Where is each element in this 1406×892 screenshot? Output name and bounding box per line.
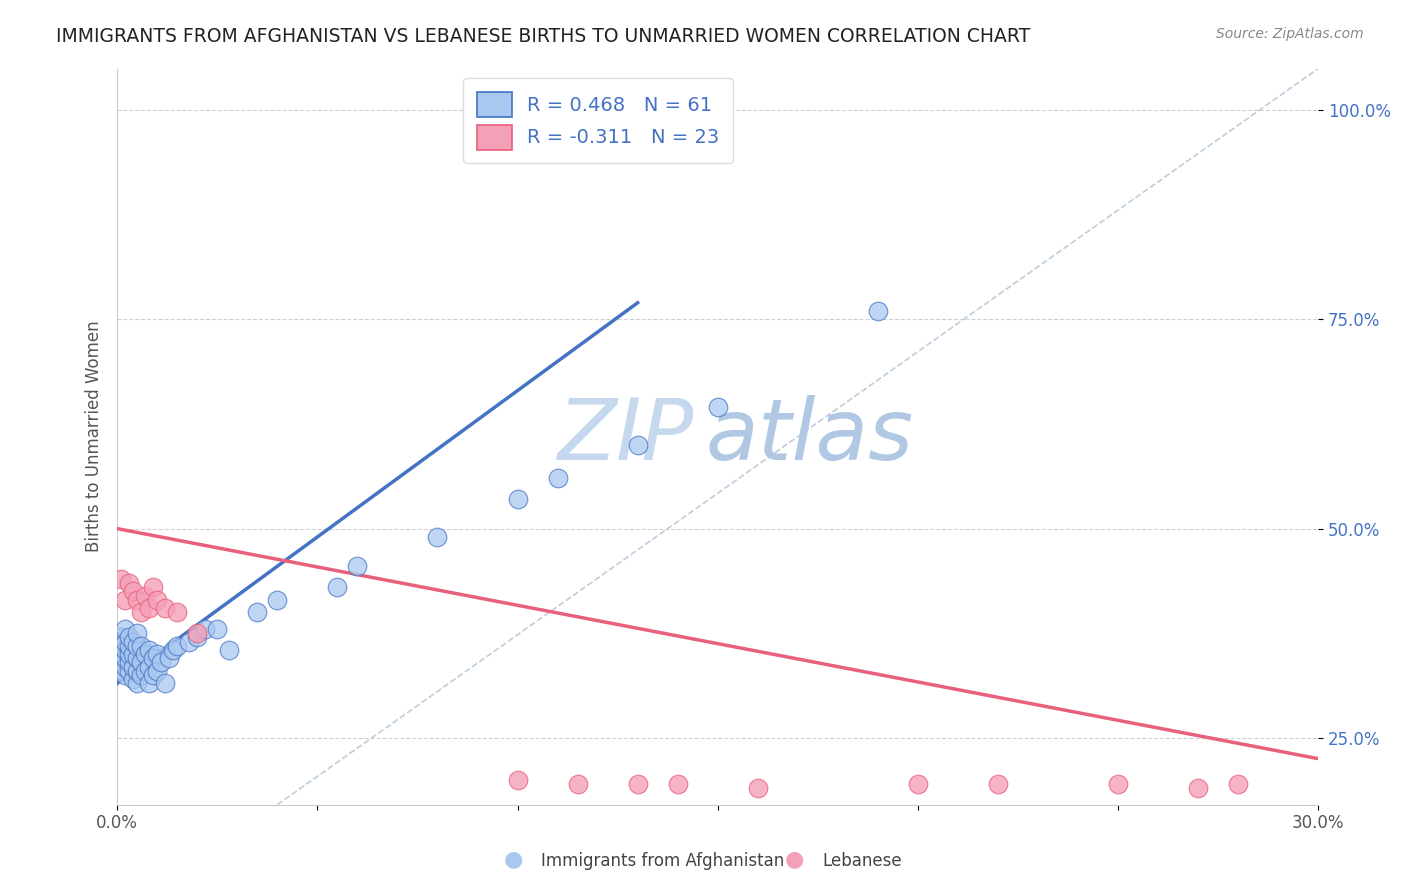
Point [547,471,569,485]
Point [346,559,368,574]
Point [110,643,132,657]
Point [112,639,135,653]
Point [127,664,149,678]
Text: ●: ● [503,850,523,870]
Point [162,643,184,657]
Point [111,639,134,653]
Point [118,647,141,661]
Text: ZIP: ZIP [557,395,693,478]
Point [114,622,136,636]
Point [155,601,177,615]
Point [114,634,136,648]
Point [146,592,169,607]
Text: Lebanese: Lebanese [823,852,903,870]
Point [129,605,152,619]
Point [567,777,589,791]
Point [110,656,132,670]
Point [186,626,208,640]
Point [506,492,529,507]
Point [112,651,135,665]
Point [127,592,149,607]
Point [150,656,173,670]
Point [627,777,650,791]
Point [114,592,136,607]
Point [110,643,132,657]
Point [326,580,349,594]
Point [138,676,160,690]
Text: IMMIGRANTS FROM AFGHANISTAN VS LEBANESE BIRTHS TO UNMARRIED WOMEN CORRELATION CH: IMMIGRANTS FROM AFGHANISTAN VS LEBANESE … [56,27,1031,45]
Point [118,631,141,645]
Point [266,592,288,607]
Point [114,668,136,682]
Point [122,672,145,686]
Point [142,651,165,665]
Point [747,780,769,795]
Point [1107,777,1129,791]
Point [122,659,145,673]
Point [122,634,145,648]
Point [666,777,689,791]
Point [987,777,1010,791]
Point [138,659,160,673]
Point [118,656,141,670]
Point [166,605,188,619]
Point [129,656,152,670]
Point [866,304,889,318]
Point [129,639,152,653]
Point [1187,780,1209,795]
Point [155,676,177,690]
Point [426,530,449,544]
Text: ●: ● [785,850,804,870]
Text: Immigrants from Afghanistan: Immigrants from Afghanistan [541,852,785,870]
Point [194,622,217,636]
Y-axis label: Births to Unmarried Women: Births to Unmarried Women [86,321,103,552]
Point [218,643,240,657]
Point [114,651,136,665]
Point [627,438,650,452]
Point [114,659,136,673]
Point [127,676,149,690]
Point [114,643,136,657]
Point [134,647,156,661]
Point [122,647,145,661]
Point [110,631,132,645]
Point [1227,777,1250,791]
Point [157,651,180,665]
Point [146,664,169,678]
Point [207,622,229,636]
Point [134,664,156,678]
Legend: R = 0.468   N = 61, R = -0.311   N = 23: R = 0.468 N = 61, R = -0.311 N = 23 [463,78,734,163]
Point [138,601,160,615]
Point [112,664,135,678]
Point [246,605,269,619]
Point [142,580,165,594]
Point [506,772,529,787]
Point [118,639,141,653]
Point [907,777,929,791]
Point [186,631,208,645]
Point [111,651,134,665]
Text: Source: ZipAtlas.com: Source: ZipAtlas.com [1216,27,1364,41]
Point [118,664,141,678]
Point [118,576,141,591]
Point [110,572,132,586]
Point [127,626,149,640]
Point [146,647,169,661]
Point [138,643,160,657]
Text: atlas: atlas [706,395,914,478]
Point [166,639,188,653]
Point [706,401,728,415]
Point [129,668,152,682]
Point [122,584,145,599]
Point [134,589,156,603]
Point [142,668,165,682]
Point [179,634,201,648]
Point [127,651,149,665]
Point [127,639,149,653]
